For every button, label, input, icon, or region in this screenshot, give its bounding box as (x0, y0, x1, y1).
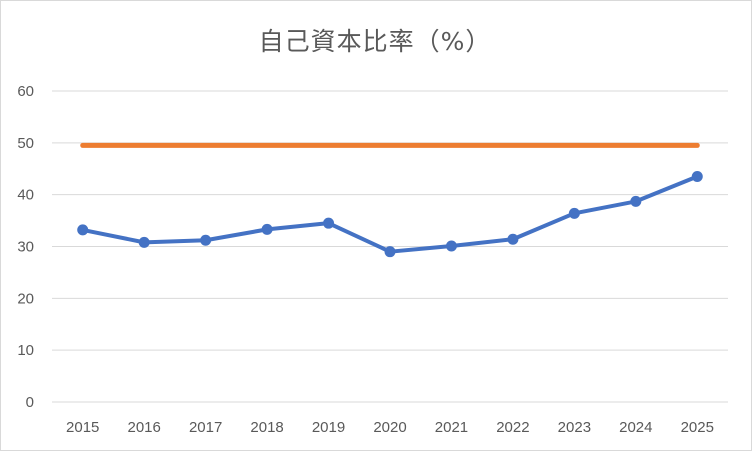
x-axis-tick-labels: 2015 2016 2017 2018 2019 2020 2021 2022 2023 2024… (66, 419, 714, 436)
x-tick-label: 2024 (619, 419, 652, 436)
y-axis-tick-labels: 0 10 20 30 40 50 60 (17, 83, 34, 411)
x-tick-label: 2015 (66, 419, 99, 436)
x-tick-label: 2023 (558, 419, 591, 436)
series-1-point (568, 207, 580, 219)
series-1-point (138, 236, 150, 248)
x-tick-label: 2019 (312, 419, 345, 436)
x-tick-label: 2021 (435, 419, 468, 436)
series-1-point (384, 246, 396, 258)
x-tick-label: 2025 (681, 419, 714, 436)
chart-title: 自己資本比率（%） (258, 27, 492, 56)
series-1-point (630, 195, 642, 207)
plot-series (77, 142, 703, 258)
series-1-point (691, 171, 703, 183)
y-tick-label: 60 (17, 83, 34, 100)
series-1-point (445, 240, 457, 252)
y-tick-label: 40 (17, 187, 34, 204)
series-1-point (200, 234, 212, 246)
series-1-point (323, 217, 335, 229)
x-tick-label: 2020 (373, 419, 406, 436)
x-tick-label: 2018 (250, 419, 283, 436)
x-tick-label: 2017 (189, 419, 222, 436)
series-1-point (77, 224, 89, 236)
y-tick-label: 30 (17, 239, 34, 256)
y-tick-label: 50 (17, 135, 34, 152)
x-tick-label: 2022 (496, 419, 529, 436)
series-1-point (507, 233, 519, 245)
series-1-line (80, 174, 700, 254)
x-tick-label: 2016 (127, 419, 160, 436)
series-1-point (261, 223, 273, 235)
y-tick-label: 10 (17, 342, 34, 359)
y-tick-label: 0 (26, 394, 34, 411)
gridlines (52, 90, 728, 403)
y-tick-label: 20 (17, 290, 34, 307)
